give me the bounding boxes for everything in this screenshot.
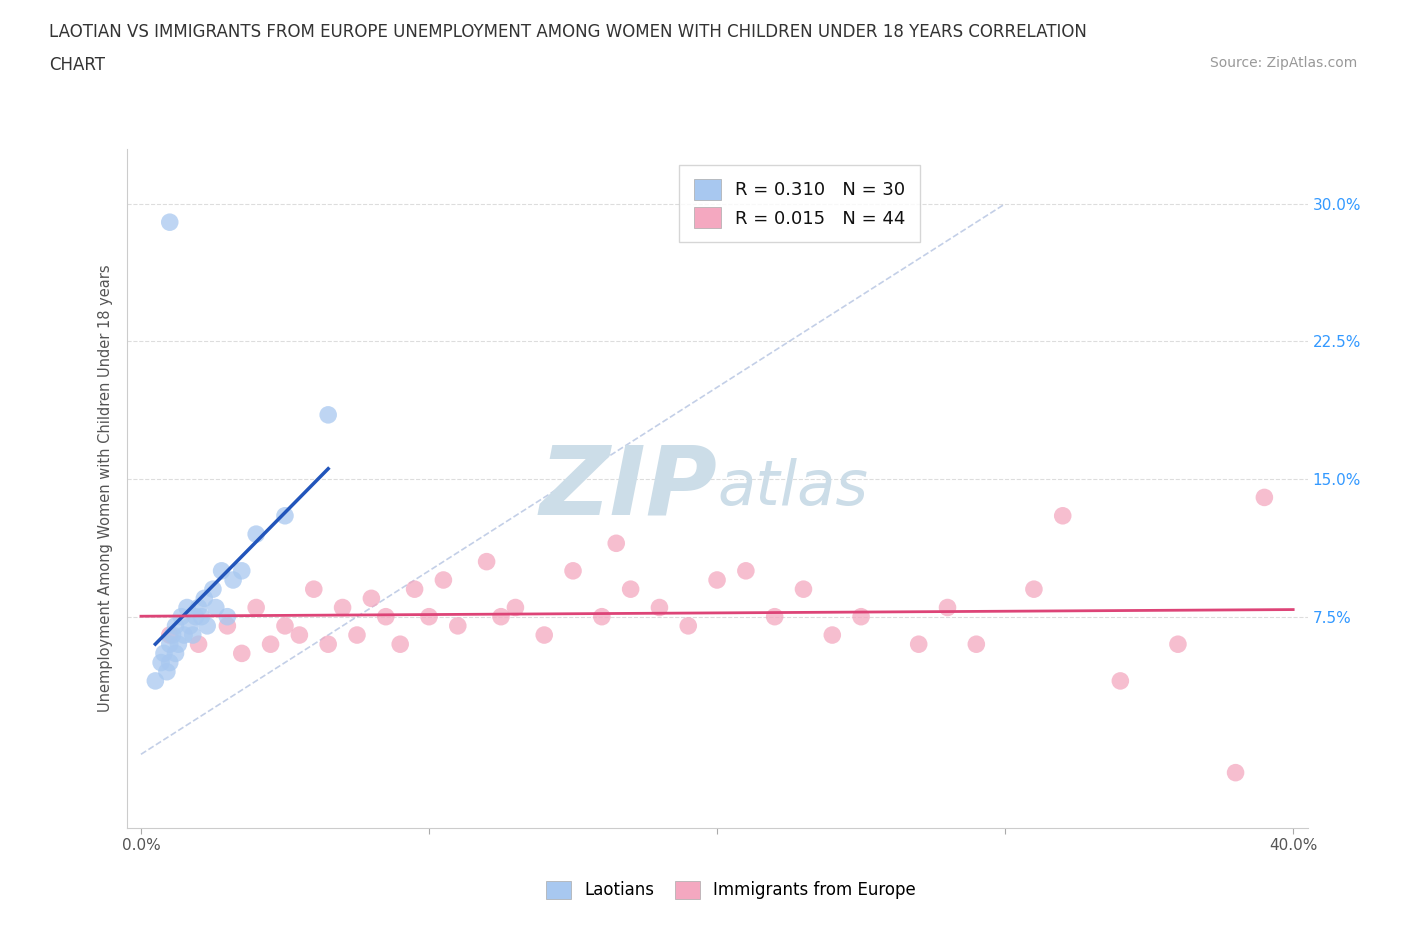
Point bbox=[195, 618, 218, 633]
Point bbox=[193, 591, 215, 605]
Point bbox=[222, 573, 245, 588]
Point bbox=[562, 564, 585, 578]
Point bbox=[763, 609, 786, 624]
Point bbox=[475, 554, 498, 569]
Point bbox=[143, 673, 166, 688]
Point bbox=[316, 407, 339, 422]
Point bbox=[187, 637, 209, 652]
Point bbox=[1022, 582, 1045, 597]
Point bbox=[205, 600, 228, 615]
Point bbox=[245, 600, 267, 615]
Text: Source: ZipAtlas.com: Source: ZipAtlas.com bbox=[1209, 56, 1357, 70]
Point bbox=[1052, 509, 1074, 524]
Point bbox=[734, 564, 756, 578]
Point bbox=[231, 564, 253, 578]
Point bbox=[489, 609, 512, 624]
Point bbox=[432, 573, 454, 588]
Y-axis label: Unemployment Among Women with Children Under 18 years: Unemployment Among Women with Children U… bbox=[98, 264, 114, 712]
Point bbox=[346, 628, 368, 643]
Point bbox=[179, 618, 201, 633]
Point bbox=[187, 600, 209, 615]
Text: ZIP: ZIP bbox=[538, 442, 717, 535]
Point bbox=[217, 609, 239, 624]
Point bbox=[1167, 637, 1189, 652]
Text: CHART: CHART bbox=[49, 56, 105, 73]
Point bbox=[302, 582, 325, 597]
Point bbox=[159, 628, 181, 643]
Point bbox=[1253, 490, 1275, 505]
Point bbox=[360, 591, 382, 605]
Point bbox=[447, 618, 470, 633]
Text: LAOTIAN VS IMMIGRANTS FROM EUROPE UNEMPLOYMENT AMONG WOMEN WITH CHILDREN UNDER 1: LAOTIAN VS IMMIGRANTS FROM EUROPE UNEMPL… bbox=[49, 23, 1087, 41]
Point bbox=[165, 646, 187, 661]
Point bbox=[792, 582, 814, 597]
Point bbox=[1109, 673, 1132, 688]
Point bbox=[217, 618, 239, 633]
Point bbox=[533, 628, 555, 643]
Point bbox=[211, 564, 233, 578]
Point bbox=[648, 600, 671, 615]
Point bbox=[605, 536, 627, 551]
Point bbox=[153, 646, 176, 661]
Point bbox=[316, 637, 339, 652]
Point bbox=[156, 664, 179, 679]
Point bbox=[170, 609, 193, 624]
Legend: Laotians, Immigrants from Europe: Laotians, Immigrants from Europe bbox=[538, 872, 924, 908]
Point bbox=[620, 582, 643, 597]
Text: atlas: atlas bbox=[717, 458, 868, 518]
Point bbox=[184, 609, 207, 624]
Point bbox=[374, 609, 396, 624]
Point bbox=[176, 600, 198, 615]
Point bbox=[201, 582, 224, 597]
Point bbox=[849, 609, 872, 624]
Point bbox=[231, 646, 253, 661]
Point bbox=[159, 215, 181, 230]
Point bbox=[274, 509, 297, 524]
Point bbox=[167, 637, 190, 652]
Point bbox=[965, 637, 987, 652]
Point bbox=[259, 637, 281, 652]
Point bbox=[165, 618, 187, 633]
Point bbox=[821, 628, 844, 643]
Point bbox=[591, 609, 613, 624]
Point bbox=[245, 526, 267, 541]
Point bbox=[678, 618, 700, 633]
Point bbox=[404, 582, 426, 597]
Point bbox=[274, 618, 297, 633]
Point bbox=[1225, 765, 1247, 780]
Point bbox=[706, 573, 728, 588]
Point bbox=[936, 600, 959, 615]
Point bbox=[907, 637, 929, 652]
Point bbox=[505, 600, 527, 615]
Point bbox=[389, 637, 412, 652]
Point bbox=[418, 609, 440, 624]
Legend: R = 0.310   N = 30, R = 0.015   N = 44: R = 0.310 N = 30, R = 0.015 N = 44 bbox=[679, 165, 920, 243]
Point bbox=[162, 628, 184, 643]
Point bbox=[181, 628, 204, 643]
Point bbox=[288, 628, 311, 643]
Point bbox=[173, 628, 195, 643]
Point bbox=[159, 655, 181, 670]
Point bbox=[190, 609, 212, 624]
Point bbox=[332, 600, 354, 615]
Point bbox=[150, 655, 173, 670]
Point bbox=[159, 637, 181, 652]
